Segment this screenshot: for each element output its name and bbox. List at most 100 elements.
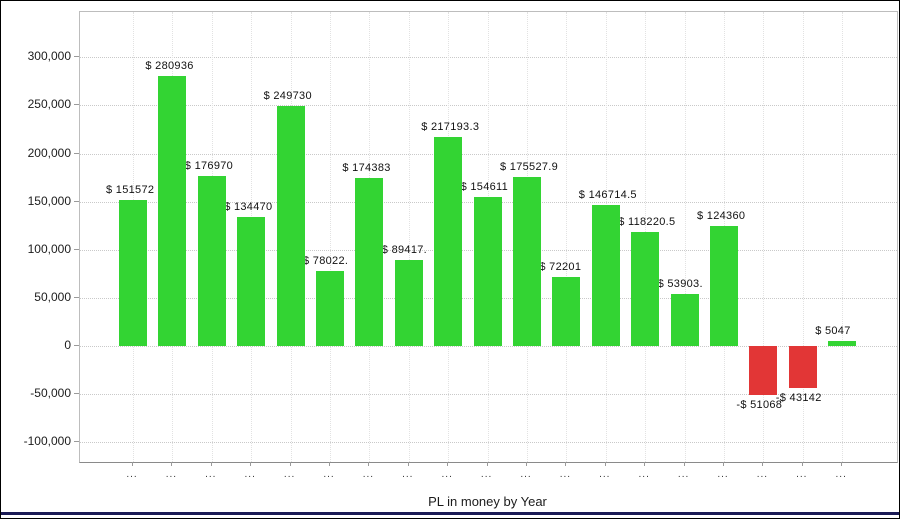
x-tick-mark — [683, 462, 685, 466]
y-tick-label: -100,000 — [23, 434, 71, 449]
bar-value-label: $ 89417. — [381, 243, 428, 256]
x-tick-mark — [762, 462, 764, 466]
y-tick-mark — [74, 296, 79, 298]
bar-value-label: $ 217193.3 — [421, 120, 480, 133]
x-tick-label: ... — [717, 469, 729, 480]
x-tick-label: ... — [205, 469, 217, 480]
bar-value-label: $ 249730 — [263, 89, 312, 102]
gridline-vertical — [566, 12, 568, 462]
x-tick-label: ... — [599, 469, 611, 480]
gridline-vertical — [802, 12, 804, 462]
gridline-vertical — [842, 12, 844, 462]
x-tick-label: ... — [559, 469, 572, 480]
x-tick-label: ... — [283, 469, 296, 480]
bar — [316, 270, 344, 346]
x-tick-mark — [132, 462, 133, 466]
bar — [788, 346, 817, 388]
plot-area: $ 151572 $ 280936 $ 176970 $ 134470 $ 249730… — [79, 11, 898, 463]
bar-value-label: $ 154611 — [460, 181, 509, 194]
bar — [434, 136, 463, 346]
x-tick-mark — [801, 462, 803, 466]
x-tick-label: ... — [835, 469, 847, 480]
bar — [631, 232, 660, 346]
gridline-vertical — [684, 12, 686, 462]
bar — [237, 216, 266, 346]
y-tick-mark — [74, 200, 79, 202]
bar-value-label: $ 174383 — [342, 162, 391, 175]
y-tick-label: 250,000 — [27, 97, 71, 112]
x-tick-mark — [447, 462, 449, 466]
x-tick-mark — [407, 462, 409, 466]
bar — [197, 175, 226, 346]
y-tick-label: 150,000 — [27, 193, 71, 208]
x-tick-label: ... — [796, 469, 808, 480]
y-tick-mark — [74, 345, 79, 346]
y-tick-label: 100,000 — [27, 241, 71, 256]
bar — [670, 294, 699, 346]
x-tick-mark — [526, 462, 527, 466]
bar-value-label: $ 118220.5 — [618, 216, 676, 229]
bar-value-label: $ 175527.9 — [500, 161, 559, 174]
bottom-divider — [1, 512, 899, 515]
bar-value-label: $ 280936 — [145, 59, 194, 72]
bar — [276, 105, 305, 346]
x-tick-label: ... — [756, 469, 769, 480]
x-axis-title: PL in money by Year — [428, 494, 547, 509]
bar — [119, 200, 147, 346]
x-tick-label: ... — [126, 469, 138, 480]
x-tick-label: ... — [323, 469, 335, 480]
gridline-vertical — [330, 12, 331, 462]
y-tick-label: 0 — [64, 338, 71, 352]
bar-value-label: $ 53903. — [657, 278, 703, 291]
bar-value-label: -$ 51068 — [736, 399, 783, 412]
bar-value-label: $ 72201 — [539, 260, 582, 273]
y-tick-mark — [74, 393, 79, 395]
bar — [710, 226, 738, 346]
bar — [158, 75, 187, 346]
x-tick-label: ... — [480, 469, 493, 480]
bar — [591, 204, 620, 346]
x-tick-label: ... — [677, 469, 690, 480]
x-tick-label: ... — [402, 469, 414, 480]
x-tick-mark — [250, 462, 252, 466]
bar — [828, 341, 857, 346]
x-tick-mark — [841, 462, 843, 466]
x-tick-label: ... — [520, 469, 532, 480]
bar-value-label: $ 151572 — [106, 184, 155, 197]
bar-value-label: $ 134470 — [224, 200, 273, 213]
x-tick-label: ... — [244, 469, 256, 480]
x-tick-mark — [723, 462, 724, 466]
x-tick-label: ... — [165, 469, 178, 480]
bar-value-label: $ 5047 — [815, 325, 851, 338]
x-tick-mark — [604, 462, 606, 466]
bar — [473, 197, 502, 346]
x-tick-mark — [289, 462, 291, 466]
bar — [394, 259, 423, 346]
bar — [513, 177, 541, 346]
x-tick-label: ... — [362, 469, 375, 480]
bar-value-label: $ 78022. — [303, 254, 349, 267]
bar-value-label: -$ 43142 — [775, 391, 822, 404]
x-tick-mark — [486, 462, 488, 466]
x-tick-mark — [329, 462, 330, 466]
x-tick-mark — [210, 462, 212, 466]
x-tick-mark — [171, 462, 173, 466]
x-tick-mark — [644, 462, 646, 466]
y-tick-label: 200,000 — [27, 145, 71, 160]
x-tick-label: ... — [441, 469, 453, 480]
bar-value-label: $ 176970 — [184, 159, 234, 172]
y-tick-mark — [74, 248, 79, 250]
x-tick-mark — [565, 462, 567, 466]
bar — [355, 178, 384, 346]
y-tick-label: 300,000 — [27, 49, 71, 64]
gridline-vertical — [763, 12, 765, 462]
y-tick-label: -50,000 — [30, 386, 71, 401]
x-tick-mark — [368, 462, 370, 466]
y-tick-mark — [74, 56, 79, 58]
gridline-vertical — [408, 12, 410, 462]
y-tick-label: 50,000 — [34, 289, 71, 304]
y-tick-mark — [74, 104, 79, 106]
bar — [552, 276, 581, 346]
x-tick-label: ... — [638, 469, 650, 480]
